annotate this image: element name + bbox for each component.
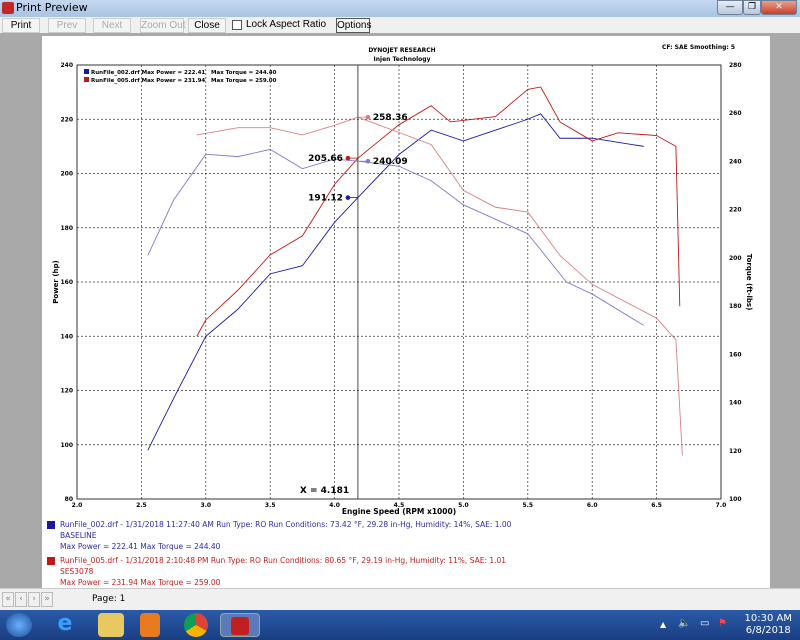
toolbar: Print Prev Next Zoom Out Close Lock Aspe… [0, 17, 800, 34]
legend-swatch-run2 [84, 77, 89, 82]
report-subtitle: Injen Technology [373, 56, 431, 63]
legend-torque: Max Torque = 244.40 [211, 70, 277, 76]
run-name: BASELINE [60, 531, 97, 540]
legend-swatch-run1 [84, 69, 89, 74]
network-icon[interactable]: ▭ [700, 618, 710, 629]
legend-file: RunFile_002.drf [91, 70, 140, 76]
run-max: Max Power = 222.41 Max Torque = 244.40 [60, 542, 221, 551]
close-window-button[interactable]: ✕ [761, 0, 797, 15]
chart-legend: RunFile_002.drf Max Power = 222.41 Max T… [84, 69, 276, 85]
run-line: RunFile_005.drf - 1/31/2018 2:10:48 PM R… [60, 556, 507, 565]
taskbar: e ▲ 🔈 ▭ ⚑ 10:30 AM 6/8/2018 [0, 610, 800, 640]
action-center-flag-icon[interactable]: ⚑ [718, 618, 727, 629]
title-bar: Print Preview — ❐ ✕ [0, 0, 800, 17]
run-info-2: RunFile_005.drf - 1/31/2018 2:10:48 PM R… [47, 555, 507, 588]
run-name: SES3078 [60, 567, 94, 576]
legend-torque: Max Torque = 259.00 [211, 78, 277, 84]
next-button[interactable]: Next [93, 18, 131, 33]
chrome-icon[interactable] [184, 613, 208, 637]
internet-explorer-icon[interactable]: e [57, 611, 73, 636]
legend-power: Max Power = 231.94 [141, 78, 206, 84]
options-button[interactable]: Options [336, 18, 372, 33]
lock-aspect-checkbox[interactable] [232, 20, 242, 30]
restore-button[interactable]: ❐ [743, 0, 761, 15]
next-page-button[interactable]: › [28, 592, 40, 607]
window-title: Print Preview [16, 1, 88, 14]
minimize-button[interactable]: — [717, 0, 743, 15]
clock-time: 10:30 AM [744, 613, 792, 624]
run2-swatch [47, 557, 55, 565]
last-page-button[interactable]: » [41, 592, 53, 607]
scroll-gutter [770, 34, 800, 588]
run1-swatch [47, 521, 55, 529]
first-page-button[interactable]: « [2, 592, 14, 607]
status-bar: « ‹ › » Page: 1 [0, 588, 800, 610]
tray-arrow-icon[interactable]: ▲ [660, 620, 667, 629]
print-button[interactable]: Print [2, 18, 40, 33]
report-settings: CF: SAE Smoothing: 5 [662, 44, 736, 51]
run-line: RunFile_002.drf - 1/31/2018 11:27:40 AM … [60, 520, 512, 529]
app-icon [2, 2, 14, 14]
close-button[interactable]: Close [188, 18, 226, 33]
volume-icon[interactable]: 🔈 [678, 618, 691, 629]
media-player-icon[interactable] [140, 613, 160, 637]
run-info-1: RunFile_002.drf - 1/31/2018 11:27:40 AM … [47, 519, 512, 552]
file-explorer-icon[interactable] [98, 613, 124, 637]
prev-button[interactable]: Prev [48, 18, 86, 33]
prev-page-button[interactable]: ‹ [15, 592, 27, 607]
clock[interactable]: 10:30 AM 6/8/2018 [745, 613, 792, 637]
report-company: DYNOJET RESEARCH [368, 47, 436, 54]
run-max: Max Power = 231.94 Max Torque = 259.00 [60, 578, 221, 587]
clock-date: 6/8/2018 [745, 625, 791, 636]
legend-file: RunFile_005.drf [91, 78, 140, 84]
zoom-out-button[interactable]: Zoom Out [140, 18, 186, 33]
print-page: DYNOJET RESEARCH Injen Technology CF: SA… [42, 36, 770, 588]
legend-power: Max Power = 222.41 [141, 70, 206, 76]
start-button[interactable] [6, 613, 32, 637]
dynojet-app-icon[interactable] [220, 613, 260, 637]
page-indicator: Page: 1 [92, 594, 126, 604]
lock-aspect-label: Lock Aspect Ratio [246, 19, 327, 30]
